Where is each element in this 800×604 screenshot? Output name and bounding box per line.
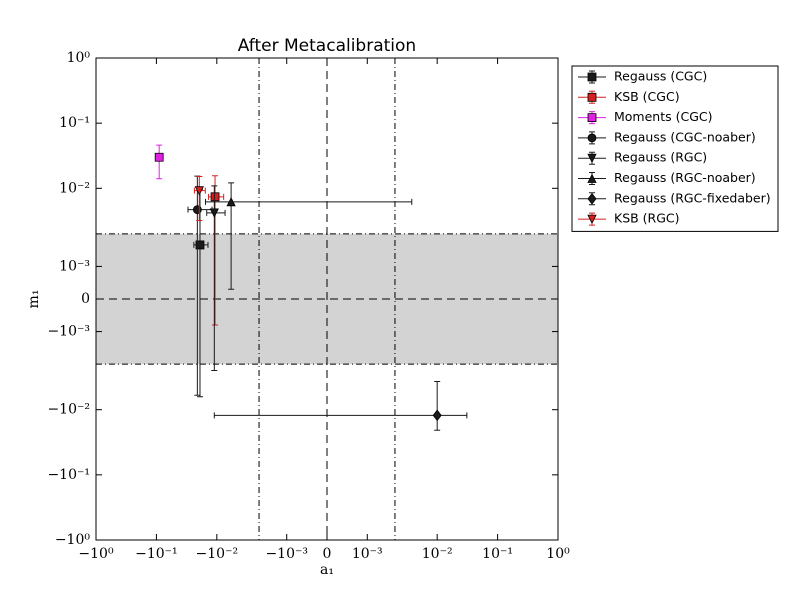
legend-marker: [587, 214, 597, 224]
legend-marker: [587, 113, 597, 122]
x-tick-label: 0: [323, 546, 332, 562]
x-tick-label: 10⁻³: [352, 546, 383, 562]
y-tick-label: −10⁻³: [47, 324, 90, 340]
error-bar-group: [204, 182, 413, 290]
y-tick-label: 10⁻³: [59, 258, 90, 274]
y-tick-label: −10⁻²: [47, 402, 90, 418]
y-tick-label: 0: [81, 291, 90, 307]
legend-label: KSB (CGC): [614, 89, 680, 104]
point: [209, 208, 219, 218]
y-error-bar: [434, 381, 441, 431]
legend-marker: [587, 133, 597, 143]
error-bar-group: [213, 381, 468, 431]
y-tick-label: 10⁻¹: [59, 115, 90, 131]
y-axis-label: m₁: [26, 290, 42, 309]
point: [194, 186, 204, 196]
x-tick-label: −10⁻¹: [135, 546, 178, 562]
legend-marker: [587, 192, 597, 205]
legend-marker: [587, 173, 597, 183]
x-tick-label: 10⁰: [546, 546, 570, 562]
x-tick-label: 10⁻¹: [482, 546, 513, 562]
legend-marker: [587, 72, 597, 82]
y-tick-label: −10⁻¹: [47, 467, 90, 483]
y-tick-label: 10⁻²: [59, 180, 90, 196]
y-tick-label: 10⁰: [67, 50, 91, 66]
y-error-bar: [196, 175, 203, 222]
point: [210, 192, 220, 202]
legend-label: Moments (CGC): [614, 109, 713, 124]
y-tick-label: −10⁰: [55, 532, 91, 548]
point: [226, 196, 236, 207]
legend-label: KSB (RGC): [614, 211, 680, 226]
legend-label: Regauss (CGC): [614, 69, 707, 84]
legend-label: Regauss (RGC-fixedaber): [614, 190, 771, 205]
legend-label: Regauss (CGC-noaber): [614, 129, 756, 144]
plot-frame: [95, 57, 559, 541]
legend-box: [571, 65, 779, 232]
x-tick-label: −10⁻²: [196, 546, 239, 562]
x-error-bar: [213, 412, 468, 419]
x-tick-label: −10⁻³: [265, 546, 308, 562]
legend-marker: [587, 92, 597, 102]
error-bar-group: [206, 185, 226, 371]
y-error-bar: [156, 144, 163, 180]
legend-label: Regauss (RGC-noaber): [614, 170, 756, 185]
x-axis-label: a₁: [320, 562, 334, 578]
legend-marker: [587, 153, 597, 164]
x-tick-label: −10⁰: [78, 546, 114, 562]
point: [192, 205, 202, 215]
x-error-bar: [204, 198, 413, 205]
point: [432, 409, 442, 422]
chart-title: After Metacalibration: [238, 36, 416, 56]
point: [195, 240, 205, 250]
point: [154, 152, 164, 162]
legend-label: Regauss (RGC): [614, 150, 707, 165]
x-tick-label: 10⁻²: [422, 546, 453, 562]
